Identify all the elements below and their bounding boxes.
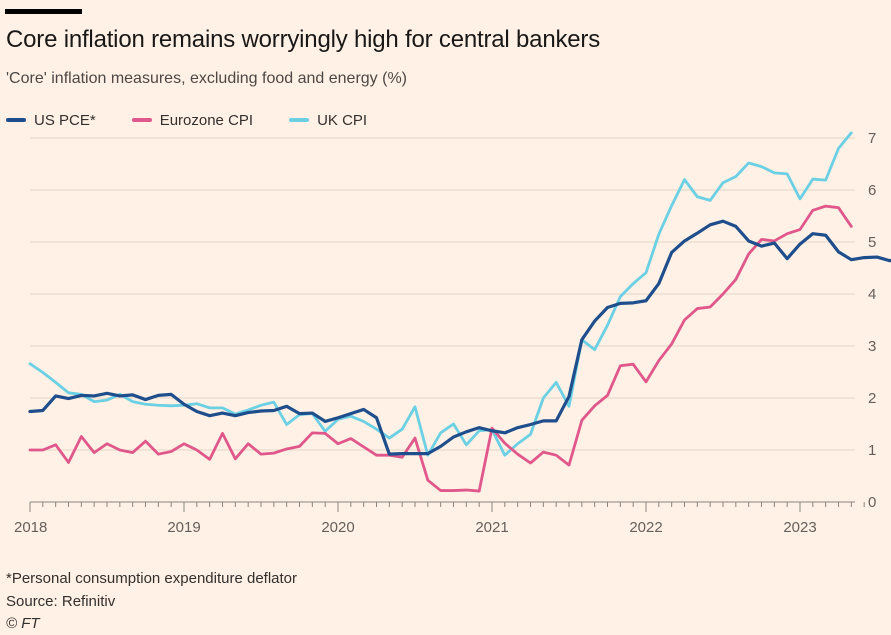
y-tick-label-0: 0	[868, 494, 876, 511]
legend-item-us-pce: US PCE*	[6, 112, 96, 129]
brand-accent-bar	[5, 9, 82, 14]
legend-label-uk-cpi: UK CPI	[317, 111, 368, 129]
x-tick-label-2018: 2018	[14, 519, 47, 536]
x-tick-label-2023: 2023	[783, 519, 816, 536]
legend-swatch-uk-cpi	[289, 118, 310, 122]
legend-swatch-us-pce	[6, 118, 26, 122]
legend-swatch-eurozone-cpi	[131, 118, 152, 122]
chart-footnote: *Personal consumption expenditure deflat…	[6, 570, 298, 587]
series-line-us-pce	[28, 219, 891, 456]
legend-item-uk-cpi: UK CPI	[289, 112, 367, 129]
chart-legend: US PCE* Eurozone CPI UK CPI	[6, 110, 403, 130]
legend-label-eurozone-cpi: Eurozone CPI	[159, 111, 254, 129]
chart-series-lines	[28, 131, 891, 493]
legend-item-eurozone-cpi: Eurozone CPI	[131, 111, 254, 129]
legend-label-us-pce: US PCE*	[34, 111, 96, 129]
y-tick-label-6: 6	[868, 182, 876, 199]
y-tick-label-1: 1	[868, 442, 876, 459]
y-tick-label-5: 5	[868, 234, 876, 251]
series-line-eurozone-cpi	[28, 204, 853, 493]
chart-source: Source: Refinitiv	[6, 593, 116, 610]
series-line-uk-cpi	[28, 131, 853, 457]
y-tick-label-7: 7	[868, 130, 876, 147]
x-tick-label-2021: 2021	[475, 519, 508, 536]
x-tick-label-2020: 2020	[321, 519, 354, 536]
y-tick-label-3: 3	[868, 338, 876, 355]
x-axis: 2018 2019 2020 2021 2022 2023	[14, 501, 865, 536]
chart-title: Core inflation remains worryingly high f…	[6, 26, 601, 53]
chart-gridlines	[30, 137, 855, 451]
x-tick-label-2022: 2022	[629, 519, 662, 536]
y-tick-label-2: 2	[868, 390, 876, 407]
y-axis-tick-labels: 0 1 2 3 4 5 6 7	[868, 130, 876, 511]
y-tick-label-4: 4	[868, 286, 876, 303]
line-chart: 0 1 2 3 4 5 6 7 2018 2019 2020 2021 2022 2023	[14, 130, 891, 536]
x-tick-label-2019: 2019	[167, 519, 200, 536]
chart-subtitle: 'Core' inflation measures, excluding foo…	[6, 70, 407, 87]
chart-copyright: © FT	[6, 615, 40, 632]
